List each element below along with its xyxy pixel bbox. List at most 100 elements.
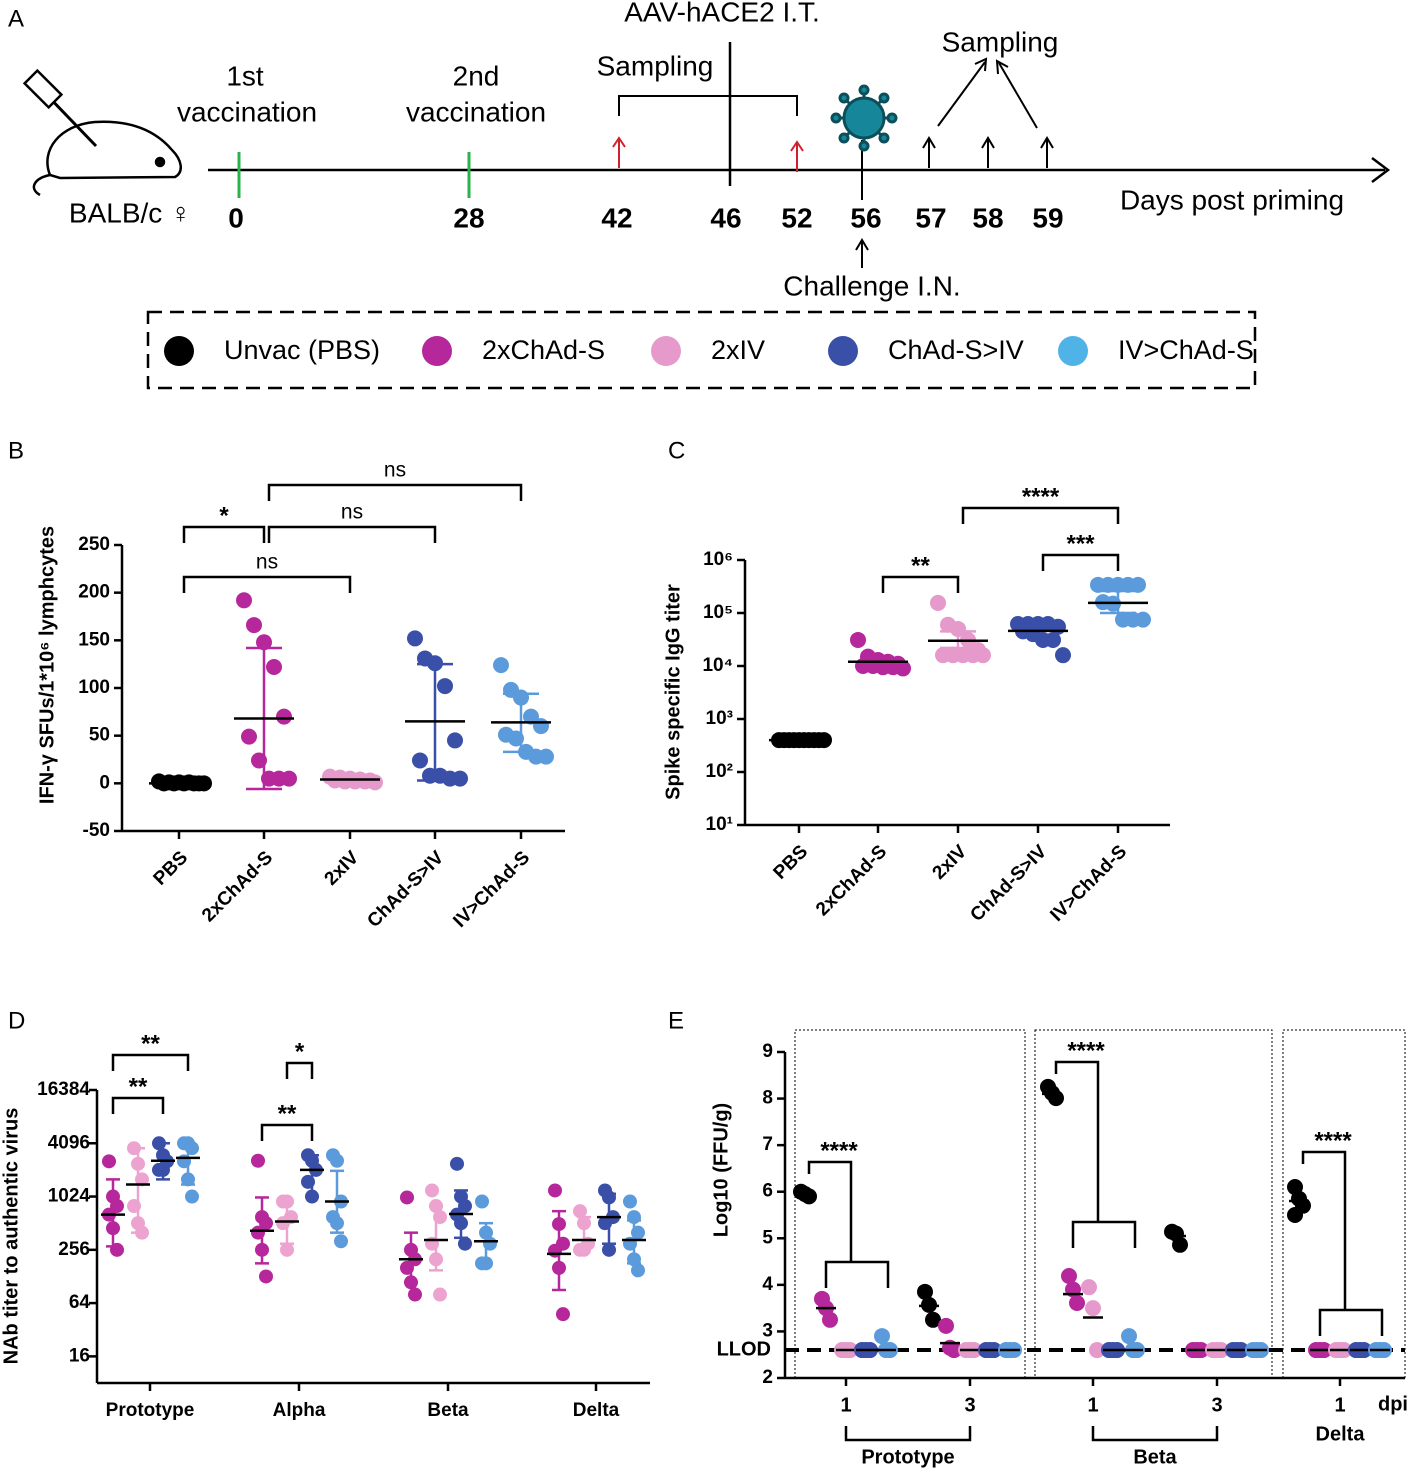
data-point <box>330 1216 344 1231</box>
data-point <box>429 1252 443 1267</box>
data-point <box>185 1189 199 1204</box>
timeline-axis-label: Days post priming <box>1120 184 1344 215</box>
x-tick-label: PBS <box>770 841 812 883</box>
legend-swatch <box>651 336 681 366</box>
data-point <box>1069 1295 1085 1312</box>
data-point <box>533 718 549 735</box>
data-point <box>850 631 866 648</box>
y-tick-label: 16384 <box>37 1079 90 1100</box>
data-point <box>281 770 297 787</box>
data-point <box>938 1317 954 1334</box>
data-point <box>259 1216 273 1231</box>
injection-label: AAV-hACE2 I.T. <box>624 0 820 27</box>
x-tick-label: IV>ChAd-S <box>1046 841 1131 926</box>
significance-label: **** <box>1314 1127 1352 1154</box>
day-label: 59 <box>1032 202 1063 233</box>
data-point <box>177 1154 191 1169</box>
data-point <box>241 728 257 745</box>
significance-label: * <box>219 502 229 529</box>
sampling-arrow <box>937 57 988 127</box>
data-point <box>801 1188 817 1205</box>
data-point <box>552 1260 566 1275</box>
data-point <box>1081 1279 1097 1296</box>
vaccination-label: 1st <box>226 60 264 91</box>
data-point <box>1287 1207 1303 1223</box>
data-point <box>404 1275 418 1290</box>
significance-bracket <box>285 1061 314 1079</box>
data-point <box>450 1156 464 1171</box>
x-tick-label: 2xIV <box>929 841 972 884</box>
y-tick-label: 64 <box>69 1292 91 1313</box>
sampling-arrow <box>995 59 1038 129</box>
data-point <box>433 1287 447 1302</box>
data-point <box>458 1236 472 1251</box>
sampling-label: Sampling <box>597 50 714 81</box>
data-point <box>1089 1342 1105 1359</box>
significance-bracket <box>1054 1060 1137 1248</box>
data-point <box>1172 1236 1188 1253</box>
significance-bracket <box>807 1160 890 1288</box>
data-point <box>602 1190 616 1205</box>
data-point <box>452 770 468 787</box>
data-point <box>400 1190 414 1205</box>
significance-label: ** <box>278 1100 297 1127</box>
significance-label: ** <box>141 1030 160 1057</box>
group-label: Beta <box>1133 1446 1177 1468</box>
y-axis-label: NAb titer to authentic virus <box>0 1108 22 1365</box>
day-label: 28 <box>453 202 484 233</box>
significance-label: **** <box>1022 483 1060 510</box>
significance-label: ns <box>384 459 406 482</box>
data-point <box>483 1236 497 1251</box>
data-point <box>427 655 443 672</box>
data-point <box>475 1194 489 1209</box>
data-point <box>1135 611 1151 628</box>
y-tick-label: -50 <box>83 820 110 841</box>
significance-bracket <box>1301 1150 1384 1336</box>
data-point <box>127 1141 141 1156</box>
data-point <box>556 1307 570 1322</box>
data-point <box>623 1194 637 1209</box>
timeline-arrowhead <box>1371 157 1391 183</box>
day-label: 0 <box>228 202 244 233</box>
y-tick-label: 4096 <box>48 1132 90 1153</box>
data-point <box>895 660 911 677</box>
legend-label: 2xChAd-S <box>482 335 605 365</box>
data-point <box>110 1242 124 1257</box>
data-point <box>280 1242 294 1257</box>
panel-label: B <box>8 437 24 464</box>
data-point <box>425 1183 439 1198</box>
significance-label: *** <box>1066 530 1095 557</box>
data-point <box>259 1269 273 1284</box>
data-point <box>256 634 272 651</box>
x-tick-label: 3 <box>1211 1394 1222 1416</box>
significance-label: ** <box>129 1073 148 1100</box>
significance-bracket <box>111 1096 165 1114</box>
significance-bracket <box>881 575 960 593</box>
data-point <box>429 1199 443 1214</box>
legend-swatch <box>422 336 452 366</box>
x-unit-label: dpi <box>1378 1393 1408 1415</box>
data-point <box>975 647 991 664</box>
significance-bracket <box>182 525 266 543</box>
y-axis-label: Spike specific IgG titer <box>662 584 684 800</box>
y-axis-label: Log10 (FFU/g) <box>710 1103 732 1237</box>
data-point <box>251 1225 265 1240</box>
data-point <box>946 1342 962 1359</box>
sampling-label: Sampling <box>942 26 1059 57</box>
legend-swatch <box>828 336 858 366</box>
data-point <box>602 1242 616 1257</box>
y-axis-label: IFN-γ SFUs/1*10⁶ lymphcytes <box>36 526 58 804</box>
challenge-label: Challenge I.N. <box>783 270 960 301</box>
group-label: Delta <box>1316 1423 1366 1445</box>
data-point <box>407 630 423 647</box>
x-tick-label: Beta <box>427 1400 469 1421</box>
data-point <box>1048 1090 1064 1107</box>
data-point <box>548 1183 562 1198</box>
y-tick-label: 4 <box>762 1274 773 1295</box>
vaccination-label: 2nd <box>453 60 500 91</box>
challenge-arrow <box>855 238 869 268</box>
data-point <box>627 1210 641 1225</box>
data-point <box>433 1210 447 1225</box>
data-point <box>950 620 966 637</box>
significance-bracket <box>260 1123 314 1141</box>
